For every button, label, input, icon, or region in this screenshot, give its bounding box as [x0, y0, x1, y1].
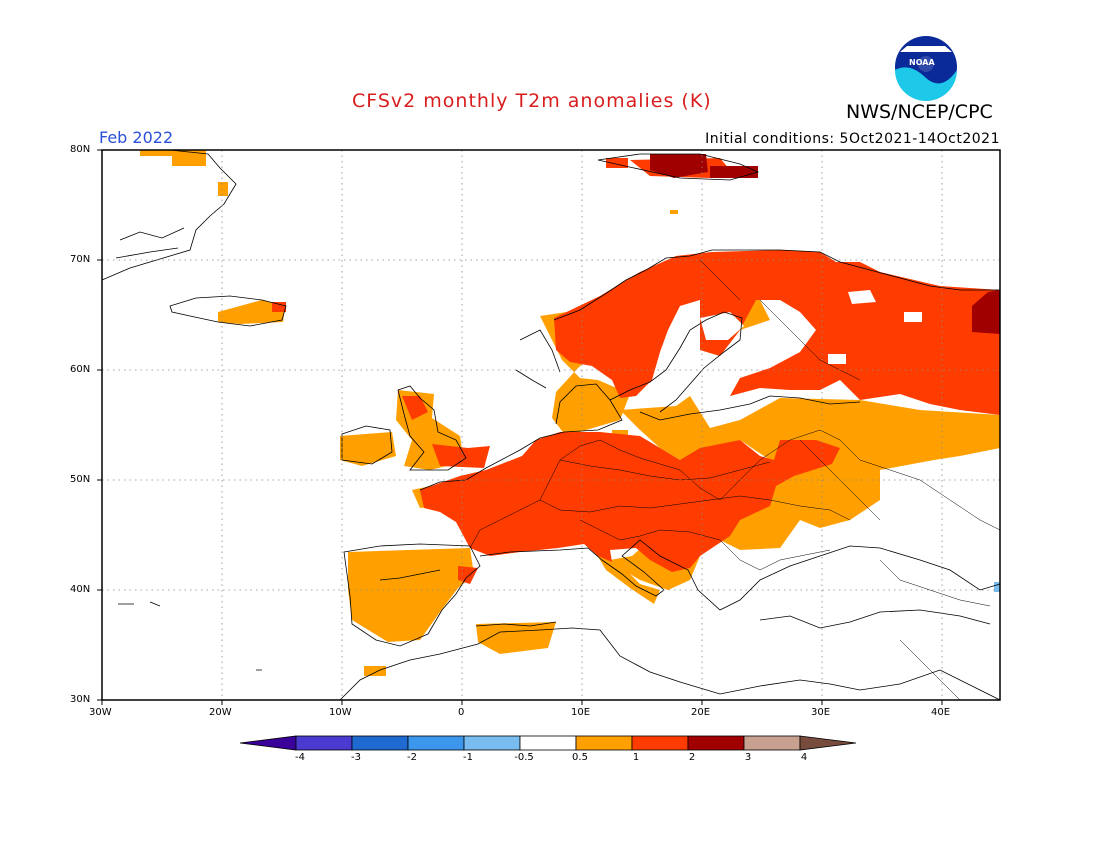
- anomaly-negative-regions: [994, 582, 1000, 592]
- graticule: [102, 150, 1000, 700]
- colorbar-label: -3: [351, 752, 361, 763]
- colorbar-label: -1: [463, 752, 473, 763]
- lat-tick-60n: 60N: [70, 364, 91, 375]
- lat-tick-40n: 40N: [70, 584, 91, 595]
- neutral-regions: [700, 290, 922, 364]
- colorbar-arrow-low: [239, 735, 297, 751]
- colorbar: [239, 735, 857, 751]
- colorbar-swatch: [463, 735, 521, 751]
- colorbar-swatch: [743, 735, 801, 751]
- colorbar-swatch: [351, 735, 409, 751]
- noaa-logo-text: NOAA: [909, 58, 935, 67]
- lat-tick-70n: 70N: [70, 254, 91, 265]
- anomaly-2-3-regions: [650, 154, 1000, 334]
- lon-tick-30w: 30W: [89, 707, 112, 718]
- colorbar-swatch: [407, 735, 465, 751]
- colorbar-label: 4: [800, 752, 808, 763]
- anomaly-field: [140, 150, 1000, 676]
- colorbar-label: -2: [407, 752, 417, 763]
- colorbar-label: 0.5: [572, 752, 588, 763]
- colorbar-swatch: [631, 735, 689, 751]
- lat-tick-50n: 50N: [70, 474, 91, 485]
- colorbar-swatch: [687, 735, 745, 751]
- chart-title: CFSv2 monthly T2m anomalies (K): [352, 90, 712, 112]
- colorbar-arrow-high: [799, 735, 857, 751]
- lat-tick-80n: 80N: [70, 144, 91, 155]
- colorbar-swatch: [295, 735, 353, 751]
- anomaly-1-2-regions: [272, 158, 1000, 584]
- colorbar-label: 3: [744, 752, 752, 763]
- colorbar-swatch: [519, 735, 577, 751]
- lat-tick-30n: 30N: [70, 694, 91, 705]
- colorbar-label: 2: [688, 752, 696, 763]
- colorbar-label: -4: [295, 752, 305, 763]
- lon-tick-0: 0: [458, 707, 465, 718]
- lon-tick-30e: 30E: [811, 707, 831, 718]
- lon-tick-20e: 20E: [691, 707, 711, 718]
- colorbar-swatch: [575, 735, 633, 751]
- colorbar-label: -0.5: [514, 752, 534, 763]
- initial-conditions: Initial conditions: 5Oct2021-14Oct2021: [705, 131, 1000, 147]
- country-borders: [469, 259, 1001, 701]
- anomaly-0.5-1-regions: [140, 150, 1000, 676]
- coastlines: [101, 149, 1001, 701]
- colorbar-label: 1: [632, 752, 640, 763]
- lon-tick-10w: 10W: [329, 707, 352, 718]
- forecast-month: Feb 2022: [99, 128, 174, 147]
- org-label: NWS/NCEP/CPC: [846, 101, 993, 123]
- noaa-logo: [895, 36, 957, 101]
- map-frame: [101, 149, 1001, 701]
- lon-tick-20w: 20W: [209, 707, 232, 718]
- lon-tick-40e: 40E: [931, 707, 951, 718]
- lon-tick-10e: 10E: [571, 707, 591, 718]
- tick-marks: [97, 149, 943, 705]
